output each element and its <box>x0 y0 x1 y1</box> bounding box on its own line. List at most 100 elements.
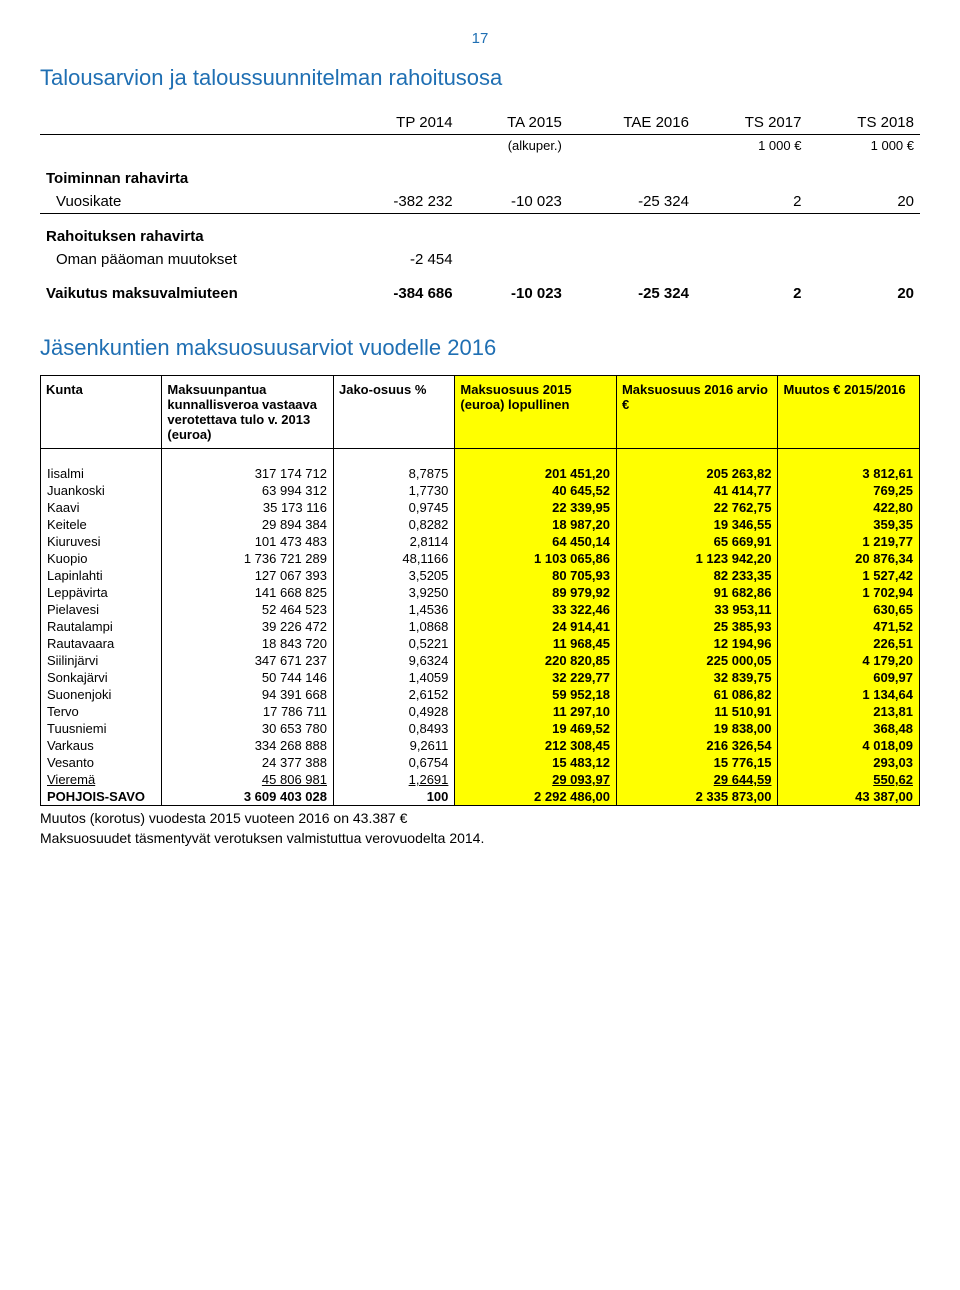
cell: 24 377 388 <box>162 754 334 771</box>
table-row: Vesanto24 377 3880,675415 483,1215 776,1… <box>41 754 920 771</box>
cell: 48,1166 <box>333 550 454 567</box>
cell: Vesanto <box>41 754 162 771</box>
cell: 4 179,20 <box>778 652 920 669</box>
cell: 82 233,35 <box>616 567 778 584</box>
cell: 213,81 <box>778 703 920 720</box>
cell: 30 653 780 <box>162 720 334 737</box>
table-row: Lapinlahti127 067 3933,520580 705,9382 2… <box>41 567 920 584</box>
cashflow-table: TP 2014 TA 2015 TAE 2016 TS 2017 TS 2018… <box>40 111 920 305</box>
cf-cat-0: Toiminnan rahavirta <box>40 156 920 190</box>
cell: 2 292 486,00 <box>455 788 617 806</box>
section-subtitle: Jäsenkuntien maksuosuusarviot vuodelle 2… <box>40 335 920 361</box>
cf-head-2: TA 2015 <box>459 111 568 135</box>
cell: 220 820,85 <box>455 652 617 669</box>
cell: 3,5205 <box>333 567 454 584</box>
cell: 769,25 <box>778 482 920 499</box>
cell: 35 173 116 <box>162 499 334 516</box>
cell: 1 123 942,20 <box>616 550 778 567</box>
cell: Vieremä <box>41 771 162 788</box>
table-row: Vieremä45 806 9811,269129 093,9729 644,5… <box>41 771 920 788</box>
cell: 19 469,52 <box>455 720 617 737</box>
col-2: Jako-osuus % <box>333 376 454 449</box>
cell: 1 527,42 <box>778 567 920 584</box>
col-3: Maksuosuus 2015 (euroa) lopullinen <box>455 376 617 449</box>
cell: 1,4536 <box>333 601 454 618</box>
cell: 0,8493 <box>333 720 454 737</box>
table-row: Siilinjärvi347 671 2379,6324220 820,8522… <box>41 652 920 669</box>
cell: 29 644,59 <box>616 771 778 788</box>
cell: 33 322,46 <box>455 601 617 618</box>
cell: 201 451,20 <box>455 465 617 482</box>
cell: 212 308,45 <box>455 737 617 754</box>
cell: 550,62 <box>778 771 920 788</box>
cell: 1 134,64 <box>778 686 920 703</box>
cell: 39 226 472 <box>162 618 334 635</box>
cell: 1,7730 <box>333 482 454 499</box>
page-number: 17 <box>40 30 920 47</box>
cell: 2,6152 <box>333 686 454 703</box>
cell: 0,5221 <box>333 635 454 652</box>
cell: Suonenjoki <box>41 686 162 703</box>
cell: Leppävirta <box>41 584 162 601</box>
col-4: Maksuosuus 2016 arvio € <box>616 376 778 449</box>
col-1: Maksuunpantua kunnallisveroa vastaava ve… <box>162 376 334 449</box>
cell: POHJOIS-SAVO <box>41 788 162 806</box>
cell: 52 464 523 <box>162 601 334 618</box>
cf-head-3: TAE 2016 <box>568 111 695 135</box>
cell: 25 385,93 <box>616 618 778 635</box>
table-row: Juankoski63 994 3121,773040 645,5241 414… <box>41 482 920 499</box>
cf-head-5: TS 2018 <box>807 111 920 135</box>
cf-head-4: TS 2017 <box>695 111 808 135</box>
cell: 17 786 711 <box>162 703 334 720</box>
main-table: Kunta Maksuunpantua kunnallisveroa vasta… <box>40 375 920 806</box>
cell: 0,6754 <box>333 754 454 771</box>
cell: Juankoski <box>41 482 162 499</box>
cell: 11 297,10 <box>455 703 617 720</box>
cell: Keitele <box>41 516 162 533</box>
cell: 1 219,77 <box>778 533 920 550</box>
cell: 29 093,97 <box>455 771 617 788</box>
table-row: Tuusniemi30 653 7800,849319 469,5219 838… <box>41 720 920 737</box>
table-row: Keitele29 894 3840,828218 987,2019 346,5… <box>41 516 920 533</box>
cell: Siilinjärvi <box>41 652 162 669</box>
cell: 1 702,94 <box>778 584 920 601</box>
cell: Tervo <box>41 703 162 720</box>
cell: Rautalampi <box>41 618 162 635</box>
cell: 80 705,93 <box>455 567 617 584</box>
cell: 2,8114 <box>333 533 454 550</box>
cell: 293,03 <box>778 754 920 771</box>
footnote-2: Maksuosuudet täsmentyvät verotuksen valm… <box>40 830 920 846</box>
cell: 225 000,05 <box>616 652 778 669</box>
cell: 3,9250 <box>333 584 454 601</box>
cell: 359,35 <box>778 516 920 533</box>
table-row: Kiuruvesi101 473 4832,811464 450,1465 66… <box>41 533 920 550</box>
table-row: Sonkajärvi50 744 1461,405932 229,7732 83… <box>41 669 920 686</box>
cell: 18 987,20 <box>455 516 617 533</box>
cell: 4 018,09 <box>778 737 920 754</box>
cell: 368,48 <box>778 720 920 737</box>
cell: 11 968,45 <box>455 635 617 652</box>
cell: 1 103 065,86 <box>455 550 617 567</box>
cell: 18 843 720 <box>162 635 334 652</box>
cell: 347 671 237 <box>162 652 334 669</box>
cell: 216 326,54 <box>616 737 778 754</box>
cell: 334 268 888 <box>162 737 334 754</box>
cell: 59 952,18 <box>455 686 617 703</box>
cell: Kiuruvesi <box>41 533 162 550</box>
cell: 1,0868 <box>333 618 454 635</box>
cell: 94 391 668 <box>162 686 334 703</box>
table-row: Pielavesi52 464 5231,453633 322,4633 953… <box>41 601 920 618</box>
cell: 24 914,41 <box>455 618 617 635</box>
cell: 471,52 <box>778 618 920 635</box>
section-title: Talousarvion ja taloussuunnitelman rahoi… <box>40 65 920 91</box>
cell: 33 953,11 <box>616 601 778 618</box>
cell: Varkaus <box>41 737 162 754</box>
cell: 141 668 825 <box>162 584 334 601</box>
footnote-1: Muutos (korotus) vuodesta 2015 vuoteen 2… <box>40 810 920 826</box>
cell: 3 812,61 <box>778 465 920 482</box>
cell: 41 414,77 <box>616 482 778 499</box>
cell: 29 894 384 <box>162 516 334 533</box>
cell: 91 682,86 <box>616 584 778 601</box>
cell: 32 229,77 <box>455 669 617 686</box>
col-5: Muutos € 2015/2016 <box>778 376 920 449</box>
